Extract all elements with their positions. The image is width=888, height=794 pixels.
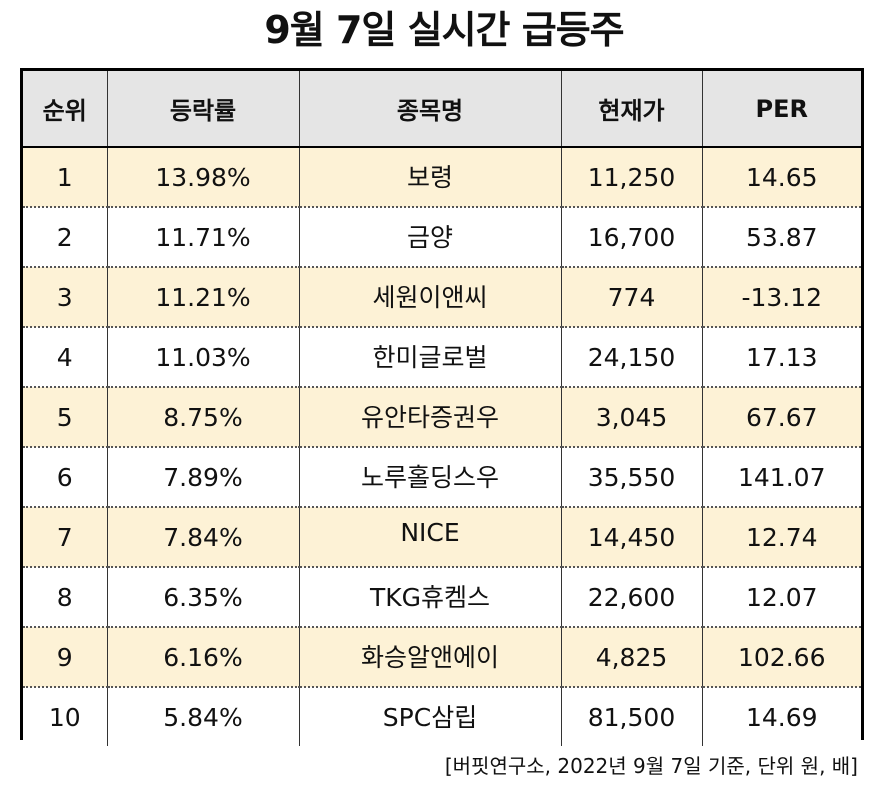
change-cell: 7.84% <box>107 507 300 568</box>
per-cell: 53.87 <box>702 207 861 268</box>
source-note: [버핏연구소, 2022년 9월 7일 기준, 단위 원, 배] <box>444 754 858 778</box>
rank-cell: 1 <box>23 147 108 208</box>
change-cell: 6.16% <box>107 627 300 688</box>
table-header-row: 순위 등락률 종목명 현재가 PER <box>23 71 861 148</box>
price-cell: 11,250 <box>561 147 703 208</box>
change-cell: 11.03% <box>107 327 300 388</box>
per-cell: 67.67 <box>702 387 861 448</box>
change-cell: 8.75% <box>107 387 300 448</box>
rank-cell: 10 <box>23 687 108 746</box>
table-row: 1 13.98% 보령 11,250 14.65 <box>23 147 861 208</box>
header-stock-name: 종목명 <box>299 71 562 148</box>
page-title: 9월 7일 실시간 급등주 <box>264 8 624 52</box>
rank-cell: 9 <box>23 627 108 688</box>
per-cell: 141.07 <box>702 447 861 508</box>
price-cell: 774 <box>561 267 703 328</box>
per-cell: 12.07 <box>702 567 861 628</box>
stock-name-cell: 세원이앤씨 <box>299 267 562 328</box>
ranking-table-container: 순위 등락률 종목명 현재가 PER 1 13.98% 보령 11,250 14… <box>20 68 864 746</box>
rank-cell: 3 <box>23 267 108 328</box>
rank-cell: 6 <box>23 447 108 508</box>
stock-name-cell: 한미글로벌 <box>299 327 562 388</box>
table-row: 3 11.21% 세원이앤씨 774 -13.12 <box>23 267 861 328</box>
stock-name-cell: 화승알앤에이 <box>299 627 562 688</box>
per-cell: 102.66 <box>702 627 861 688</box>
table-row: 10 5.84% SPC삼립 81,500 14.69 <box>23 687 861 746</box>
price-cell: 24,150 <box>561 327 703 388</box>
header-change-rate: 등락률 <box>107 71 300 148</box>
change-cell: 5.84% <box>107 687 300 746</box>
price-cell: 3,045 <box>561 387 703 448</box>
table-row: 8 6.35% TKG휴켐스 22,600 12.07 <box>23 567 861 628</box>
rank-cell: 5 <box>23 387 108 448</box>
table-row: 6 7.89% 노루홀딩스우 35,550 141.07 <box>23 447 861 508</box>
header-rank: 순위 <box>23 71 108 148</box>
per-cell: 14.69 <box>702 687 861 746</box>
price-cell: 81,500 <box>561 687 703 746</box>
per-cell: 17.13 <box>702 327 861 388</box>
stock-name-cell: 노루홀딩스우 <box>299 447 562 508</box>
per-cell: -13.12 <box>702 267 861 328</box>
change-cell: 13.98% <box>107 147 300 208</box>
ranking-table: 순위 등락률 종목명 현재가 PER 1 13.98% 보령 11,250 14… <box>23 71 861 746</box>
stock-name-cell: TKG휴켐스 <box>299 567 562 628</box>
table-row: 4 11.03% 한미글로벌 24,150 17.13 <box>23 327 861 388</box>
price-cell: 16,700 <box>561 207 703 268</box>
table-row: 5 8.75% 유안타증권우 3,045 67.67 <box>23 387 861 448</box>
change-cell: 7.89% <box>107 447 300 508</box>
stock-name-cell: SPC삼립 <box>299 687 562 746</box>
rank-cell: 2 <box>23 207 108 268</box>
table-row: 9 6.16% 화승알앤에이 4,825 102.66 <box>23 627 861 688</box>
table-row: 7 7.84% NICE 14,450 12.74 <box>23 507 861 568</box>
change-cell: 11.21% <box>107 267 300 328</box>
stock-name-cell: 금양 <box>299 207 562 268</box>
change-cell: 11.71% <box>107 207 300 268</box>
per-cell: 12.74 <box>702 507 861 568</box>
price-cell: 4,825 <box>561 627 703 688</box>
stock-name-cell: 유안타증권우 <box>299 387 562 448</box>
per-cell: 14.65 <box>702 147 861 208</box>
price-cell: 14,450 <box>561 507 703 568</box>
rank-cell: 7 <box>23 507 108 568</box>
header-per: PER <box>702 71 861 148</box>
price-cell: 22,600 <box>561 567 703 628</box>
price-cell: 35,550 <box>561 447 703 508</box>
change-cell: 6.35% <box>107 567 300 628</box>
header-current-price: 현재가 <box>561 71 703 148</box>
stock-name-cell: NICE <box>299 507 562 568</box>
rank-cell: 8 <box>23 567 108 628</box>
table-row: 2 11.71% 금양 16,700 53.87 <box>23 207 861 268</box>
rank-cell: 4 <box>23 327 108 388</box>
stock-name-cell: 보령 <box>299 147 562 208</box>
